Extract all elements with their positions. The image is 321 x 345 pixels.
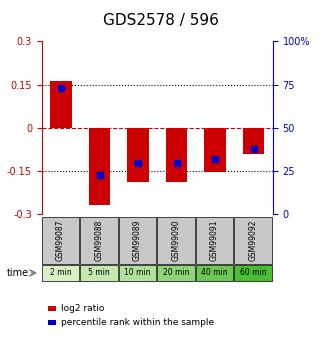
Text: 60 min: 60 min: [240, 268, 266, 277]
Bar: [166, 128, 187, 182]
Text: GSM99090: GSM99090: [171, 220, 181, 262]
Text: GDS2578 / 596: GDS2578 / 596: [103, 13, 218, 28]
Text: GSM99091: GSM99091: [210, 220, 219, 262]
Bar: [243, 128, 264, 154]
Text: time: time: [6, 268, 29, 278]
Text: 5 min: 5 min: [88, 268, 110, 277]
Text: percentile rank within the sample: percentile rank within the sample: [61, 318, 214, 327]
Bar: [127, 128, 149, 182]
Text: GSM99092: GSM99092: [248, 220, 258, 262]
Text: 40 min: 40 min: [201, 268, 228, 277]
Bar: [50, 81, 72, 128]
Text: GSM99087: GSM99087: [56, 220, 65, 262]
Text: 2 min: 2 min: [50, 268, 71, 277]
Text: 10 min: 10 min: [124, 268, 151, 277]
Bar: [204, 128, 226, 172]
Text: log2 ratio: log2 ratio: [61, 304, 104, 313]
Bar: [89, 128, 110, 205]
Text: 20 min: 20 min: [163, 268, 189, 277]
Text: GSM99088: GSM99088: [94, 220, 104, 261]
Text: GSM99089: GSM99089: [133, 220, 142, 262]
